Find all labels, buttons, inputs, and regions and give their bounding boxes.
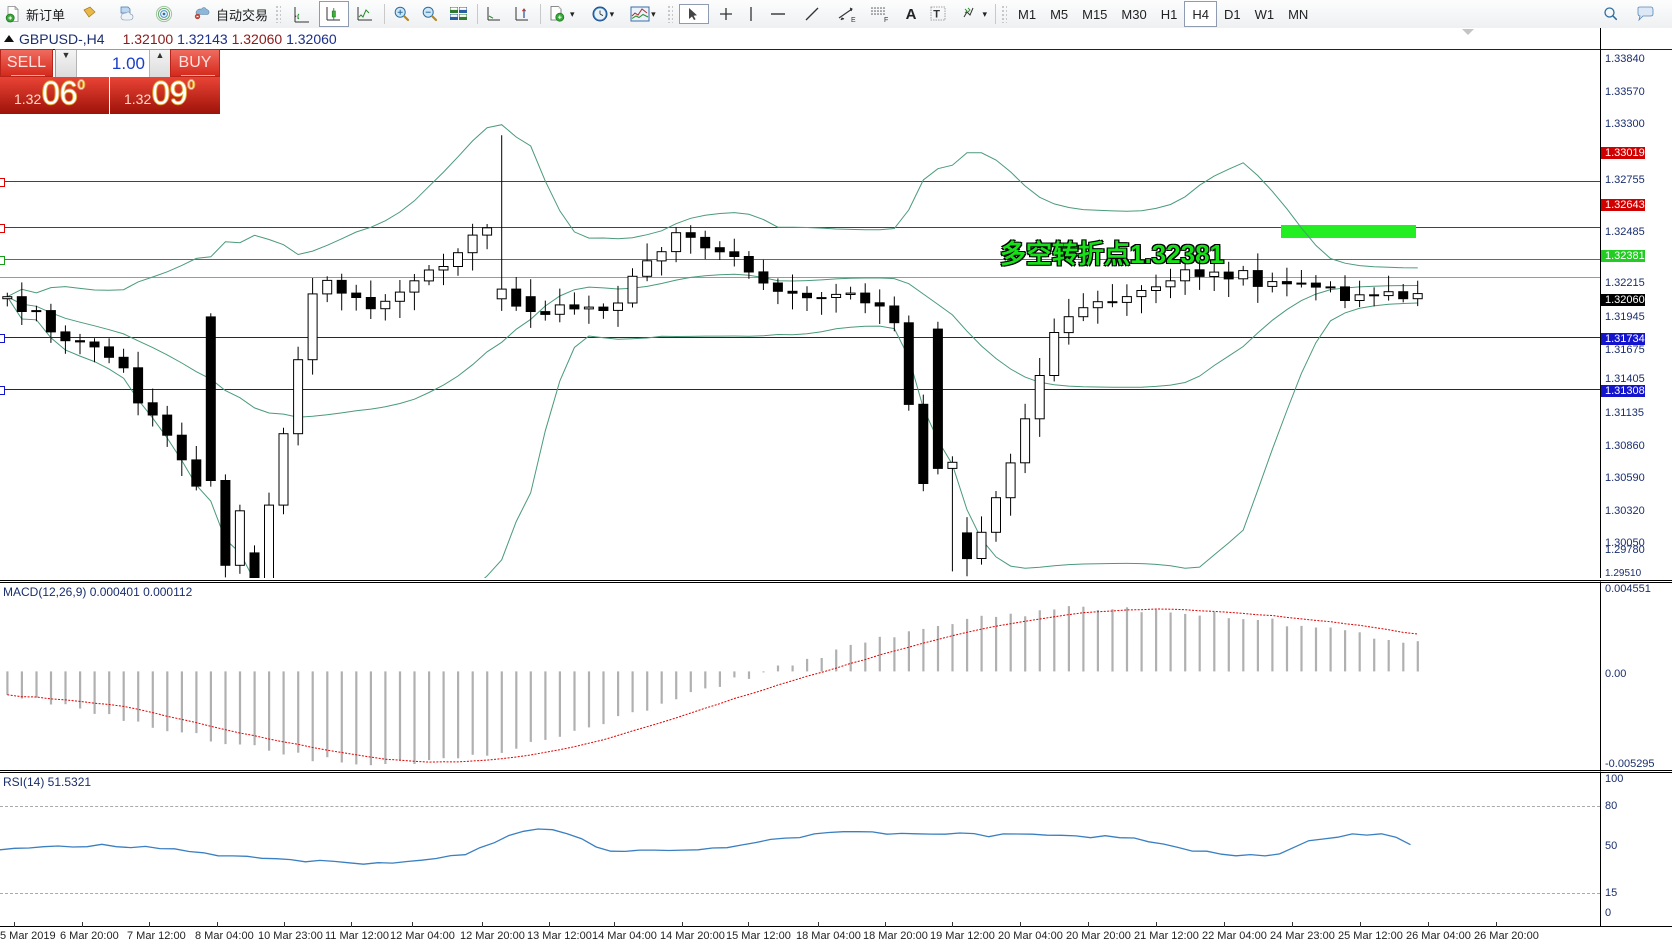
svg-text:E: E [851,17,856,23]
svg-text:T: T [934,9,941,21]
svg-text:F: F [884,17,888,22]
